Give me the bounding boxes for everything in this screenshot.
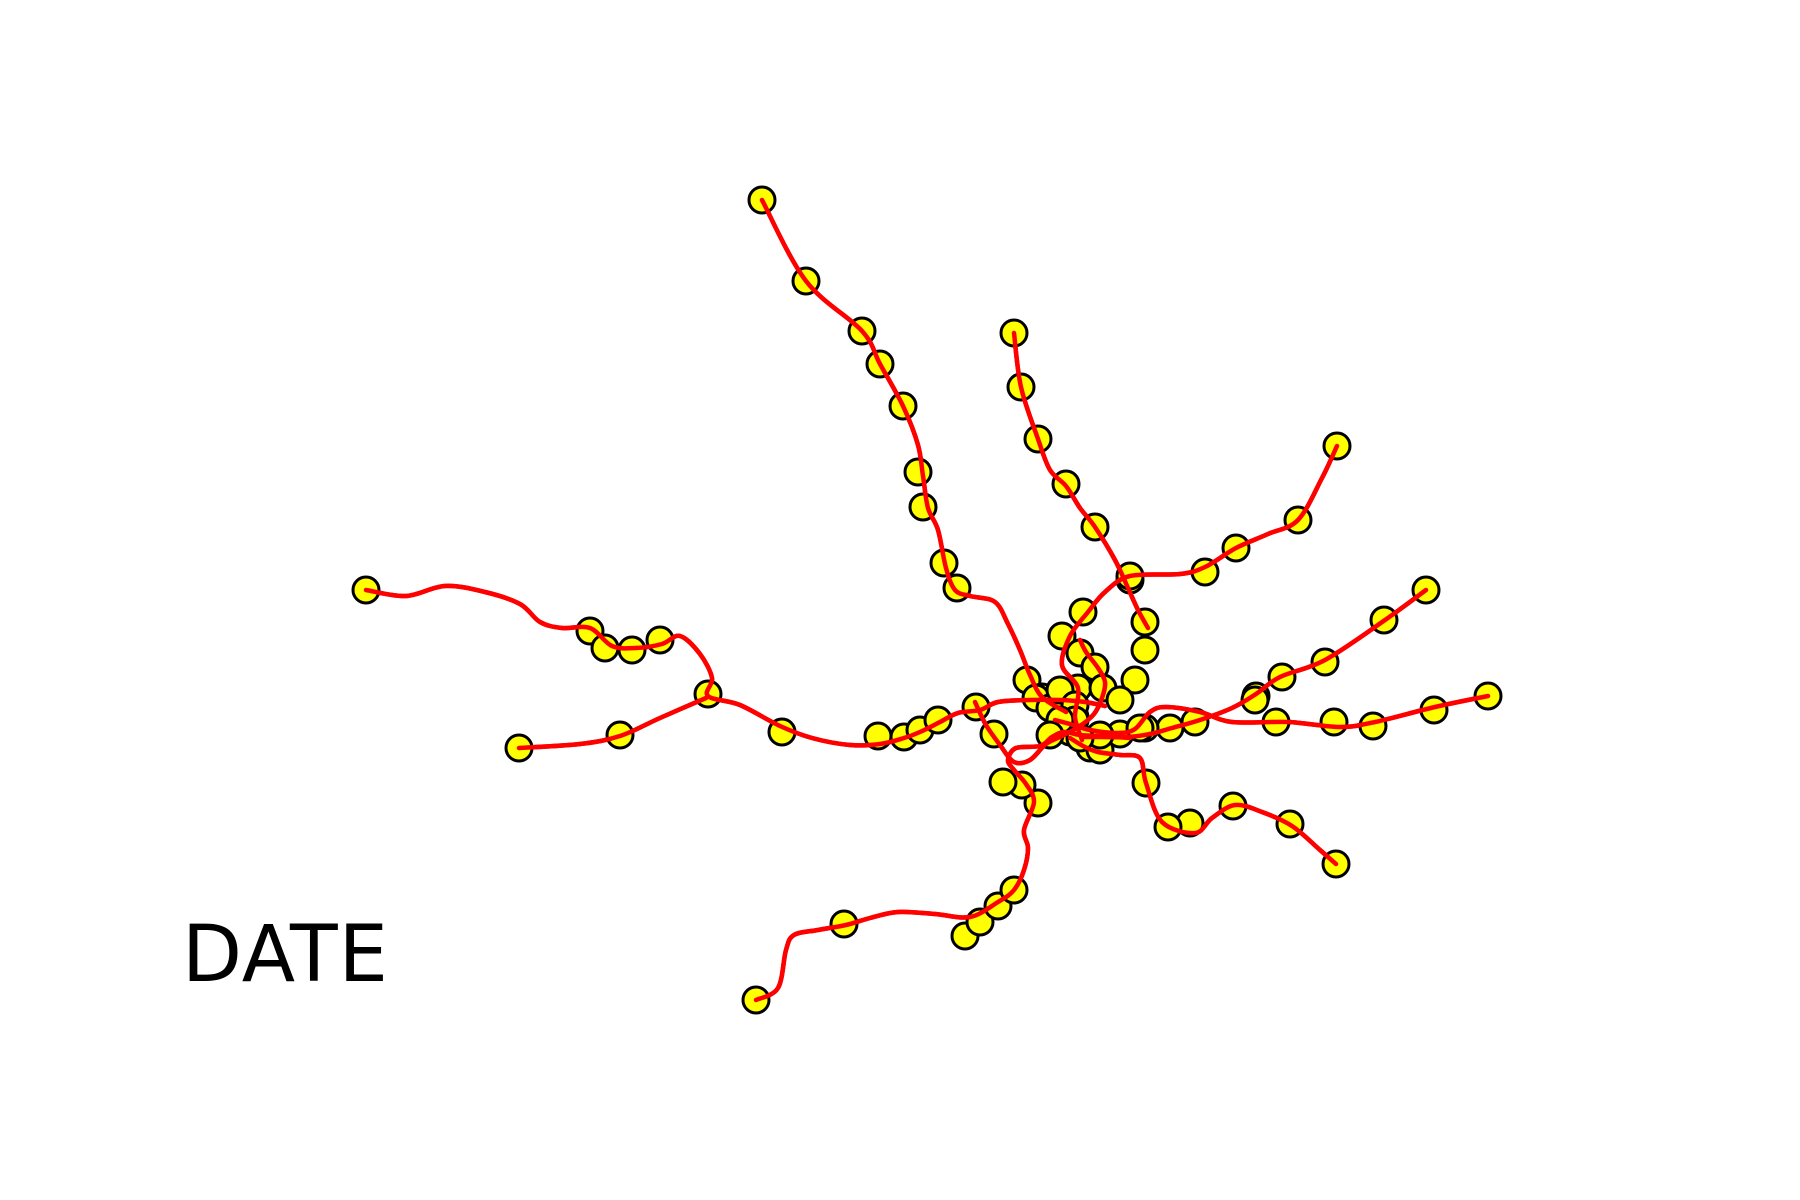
stations	[351, 185, 1503, 1015]
station-marker	[1068, 597, 1098, 627]
route-line-overlay	[1059, 443, 1340, 743]
station-marker	[1319, 707, 1349, 737]
route-line-overlay	[1011, 330, 1151, 631]
route-line-overlay	[972, 637, 1108, 766]
route-line-overlay	[759, 197, 1069, 715]
station-marker	[1240, 685, 1270, 715]
route-line	[753, 729, 1133, 1003]
station-marker	[903, 457, 933, 487]
route-line-overlay	[1052, 693, 1491, 736]
route-line-overlay	[363, 583, 1108, 748]
station-marker	[1130, 635, 1160, 665]
route-lines	[363, 197, 1491, 1003]
route-line-overlay	[753, 729, 1133, 1003]
map-caption: DATE	[182, 910, 389, 1000]
station-marker	[1105, 685, 1135, 715]
route-line-overlay	[1067, 735, 1339, 867]
station-marker	[988, 767, 1018, 797]
route-line-overlay	[516, 695, 709, 751]
station-marker	[1120, 665, 1150, 695]
